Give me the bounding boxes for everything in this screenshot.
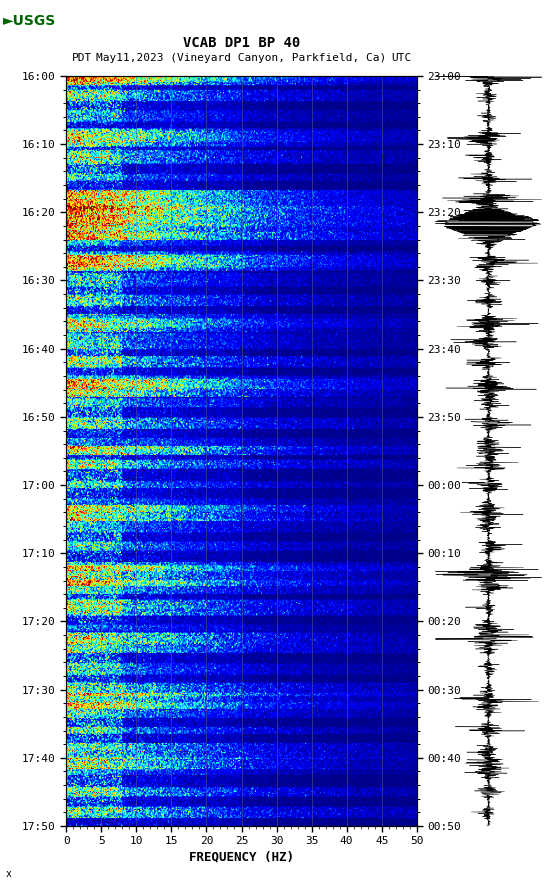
Text: UTC: UTC (391, 53, 411, 63)
Text: ►USGS: ►USGS (3, 13, 56, 28)
Text: x: x (6, 869, 12, 879)
X-axis label: FREQUENCY (HZ): FREQUENCY (HZ) (189, 851, 294, 864)
Text: VCAB DP1 BP 40: VCAB DP1 BP 40 (183, 36, 300, 50)
Text: PDT: PDT (72, 53, 92, 63)
Text: May11,2023 (Vineyard Canyon, Parkfield, Ca): May11,2023 (Vineyard Canyon, Parkfield, … (97, 53, 386, 63)
